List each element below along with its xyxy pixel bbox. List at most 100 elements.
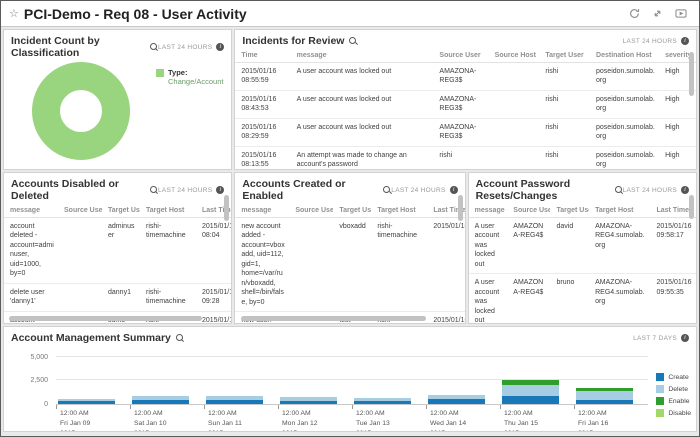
table-cell: rishi — [539, 62, 591, 91]
time-range-label: LAST 24 HOURS — [391, 186, 446, 194]
bar-chart-plot — [56, 353, 648, 405]
table-cell: 2015/01/16 07:58 — [196, 311, 232, 323]
legend-label: Enable — [668, 397, 690, 405]
bar-chart-legend: Create Delete Enable Disable — [656, 373, 691, 417]
table-cell: 2015/01/16 08:43:53 — [235, 90, 291, 119]
table-cell: poseidon.sumolab.org — [590, 118, 660, 147]
column-header: message — [235, 204, 290, 218]
table-cell: AMAZONA-REG3$ — [433, 90, 489, 119]
bar-segment-create — [206, 399, 263, 404]
vertical-scrollbar[interactable] — [689, 52, 694, 96]
table-row[interactable]: delete user 'danny1' danny1 rishi-timemach… — [4, 283, 232, 312]
fullscreen-expand-icon[interactable] — [652, 8, 663, 19]
table-row[interactable]: A user account was locked out AMAZONA-REG… — [468, 273, 696, 323]
column-header: Source User — [507, 204, 551, 218]
table-cell: High — [659, 118, 696, 147]
table-cell: A user account was locked out — [468, 273, 508, 323]
table-row[interactable]: A user account was locked out AMAZONA-REG… — [468, 217, 696, 275]
bar-segment-delete — [58, 399, 115, 402]
legend-swatch — [656, 409, 665, 417]
table-cell: poseidon.sumolab.org — [590, 90, 660, 119]
column-header: Target Host — [371, 204, 428, 218]
x-axis-tick — [574, 405, 575, 409]
info-icon[interactable] — [680, 186, 689, 194]
table-cell: rishi — [539, 90, 591, 119]
panel-title: Account Password Resets/Changes — [475, 178, 571, 202]
table-cell — [58, 283, 102, 312]
zoom-icon[interactable] — [149, 186, 158, 194]
zoom-icon[interactable] — [383, 186, 391, 194]
column-header: Destination Host — [590, 49, 660, 63]
bar-segment-create — [428, 398, 485, 404]
info-icon[interactable] — [681, 334, 689, 342]
column-header: Target Host — [589, 204, 651, 218]
y-axis-tick-label: 5,000 — [30, 353, 48, 361]
info-icon[interactable] — [681, 37, 689, 45]
table-cell: danny1 — [102, 283, 140, 312]
x-axis-tick — [130, 405, 131, 409]
legend-item: Create — [656, 373, 691, 381]
column-header: Time — [235, 49, 291, 63]
zoom-icon[interactable] — [349, 37, 357, 45]
panel-incidents-for-review: Incidents for Review LAST 24 HOURS Timem… — [234, 29, 697, 170]
column-header: Source User — [58, 204, 102, 218]
panel-accounts-created: Accounts Created or Enabled LAST 24 HOUR… — [234, 172, 466, 324]
panel-account-management-summary: Account Management Summary LAST 7 DAYS 0… — [3, 326, 697, 432]
info-icon[interactable] — [449, 186, 458, 194]
favorite-star-icon[interactable]: ☆ — [9, 8, 19, 20]
table-row[interactable]: 2015/01/16 08:29:59 A user account was lo… — [235, 118, 696, 147]
table-cell: A user account was locked out — [290, 118, 434, 147]
table-cell: new account added - account=vboxadd, uid… — [235, 217, 290, 312]
bar-segment-create — [354, 401, 411, 404]
column-header: Last Time — [650, 204, 696, 218]
table-cell: 2015/01/16 — [427, 217, 465, 312]
info-icon[interactable] — [216, 43, 225, 51]
panel-title: Accounts Disabled or Deleted — [11, 178, 119, 202]
incidents-table: Time message Source User Source Host Target … — [235, 49, 696, 169]
slideshow-icon[interactable] — [675, 8, 687, 19]
column-header: Target User — [539, 49, 591, 63]
table-cell: 2015/01/16 09:55:35 — [650, 273, 696, 323]
zoom-icon[interactable] — [614, 186, 623, 194]
panel-title: Account Management Summary — [11, 332, 171, 344]
column-header: Target User — [333, 204, 372, 218]
table-row[interactable]: 2015/01/16 08:55:59 A user account was lo… — [235, 62, 696, 91]
table-cell: 2015/01/16 08:29:59 — [235, 118, 291, 147]
table-row[interactable]: new account added - account=vboxadd, uid… — [235, 217, 465, 312]
vertical-scrollbar[interactable] — [688, 195, 694, 219]
column-header: Source User — [433, 49, 489, 63]
table-cell: A user account was locked out — [468, 217, 508, 275]
horizontal-scrollbar[interactable] — [241, 316, 427, 321]
table-cell: rishi-timemachine — [371, 217, 428, 312]
column-header: severity — [659, 49, 696, 63]
legend-label: Disable — [668, 409, 691, 417]
legend-label: Create — [668, 373, 689, 381]
table-row[interactable]: account deleted - account=adminuser, uid… — [4, 217, 232, 284]
y-axis-tick-label: 2,500 — [30, 377, 48, 385]
vertical-scrollbar[interactable] — [224, 195, 230, 221]
time-range-label: LAST 24 HOURS — [622, 37, 677, 45]
refresh-icon[interactable] — [629, 8, 640, 19]
column-header: message — [468, 204, 508, 218]
bar-segment-delete — [428, 394, 485, 399]
horizontal-scrollbar[interactable] — [9, 316, 202, 321]
table-row[interactable]: 2015/01/16 08:43:53 A user account was lo… — [235, 90, 696, 119]
donut-chart[interactable] — [32, 62, 130, 160]
x-axis-tick — [426, 405, 427, 409]
panel-title: Accounts Created or Enabled — [242, 178, 346, 202]
bar-segment-delete — [280, 397, 337, 401]
info-icon[interactable] — [216, 186, 225, 194]
table-cell: An attempt was made to change an account… — [290, 146, 434, 169]
table-cell — [488, 118, 540, 147]
bar-segment-create — [132, 400, 189, 404]
gridline — [56, 379, 648, 381]
zoom-icon[interactable] — [149, 43, 158, 51]
vertical-scrollbar[interactable] — [457, 195, 463, 221]
table-row[interactable]: 2015/01/16 08:13:55 An attempt was made t… — [235, 146, 696, 169]
zoom-icon[interactable] — [175, 334, 184, 342]
